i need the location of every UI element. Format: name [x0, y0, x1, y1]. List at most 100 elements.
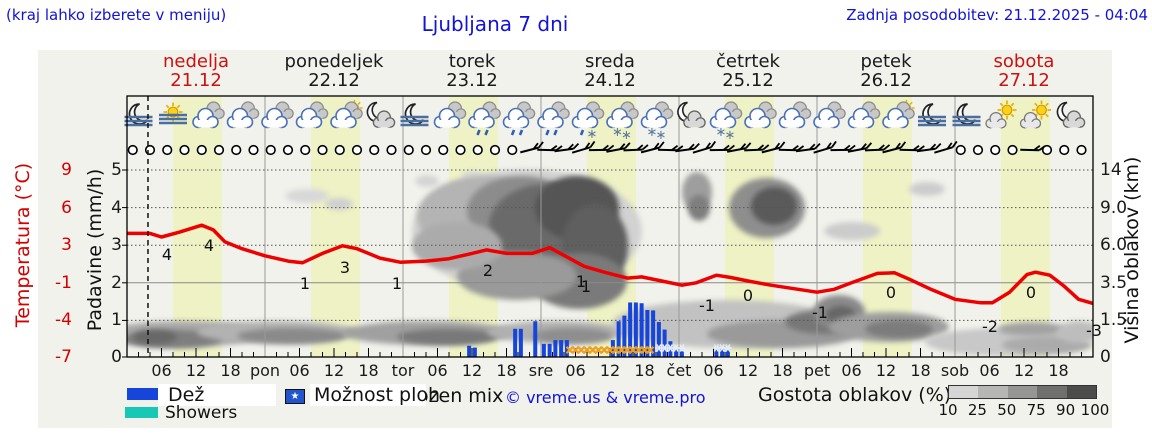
- wind-calm-icon: [265, 144, 276, 156]
- wind-barb-icon: [934, 140, 958, 154]
- axis-tick-label: 0: [1100, 347, 1111, 367]
- wind-calm-icon: [990, 144, 1001, 156]
- hour-label: 06: [427, 361, 448, 380]
- hour-label: 06: [841, 361, 862, 380]
- legend-showers-label: Showers: [165, 403, 238, 423]
- wind-calm-icon: [1041, 144, 1053, 156]
- wind-barb-icon: [589, 144, 615, 152]
- density-tick-label: 25: [967, 401, 987, 419]
- svg-text:∗: ∗: [621, 128, 632, 143]
- temperature-point-label: 0: [886, 283, 896, 302]
- wind-calm-icon: [972, 144, 984, 156]
- hour-label: sob: [940, 361, 970, 380]
- weather-icon: [778, 101, 812, 129]
- wind-barb-icon: [675, 143, 700, 153]
- hour-label: 18: [772, 361, 793, 380]
- weather-icon: [918, 103, 946, 127]
- day-date: 27.12: [998, 70, 1050, 91]
- wind-calm-icon: [955, 144, 966, 156]
- temperature-point-label: 1: [576, 272, 586, 291]
- wind-barb-icon: [709, 144, 735, 152]
- weather-icon: [502, 101, 536, 136]
- wind-calm-icon: [282, 144, 294, 156]
- hour-label: 06: [289, 361, 310, 380]
- cloud-density-shading: [127, 169, 1093, 356]
- last-update-label: Zadnja posodobitev: 21.12.2025 - 04:04: [846, 6, 1148, 24]
- rain-label-box: [158, 384, 276, 406]
- daylight-band: [311, 96, 360, 357]
- density-swatch: [978, 386, 1008, 398]
- copyright-link[interactable]: © vreme.us & vreme.pro: [505, 388, 706, 407]
- showers-swatch: [125, 407, 158, 418]
- weather-icon: [192, 101, 225, 129]
- hour-label: 18: [1048, 361, 1069, 380]
- temperature-point-label: 4: [162, 245, 172, 264]
- weather-icon: [952, 103, 981, 127]
- day-header: petek 26.12: [816, 52, 956, 90]
- weather-icon: [366, 101, 396, 128]
- wind-calm-icon: [162, 144, 173, 156]
- temperature-point-label: -1: [699, 296, 715, 315]
- day-name: torek: [448, 51, 496, 72]
- wind-calm-icon: [489, 144, 501, 156]
- page-title: Ljubljana 7 dni: [421, 12, 569, 36]
- hour-label: čet: [666, 361, 692, 380]
- axis-tick-label: 6.0: [1100, 235, 1128, 256]
- hour-label: 18: [634, 361, 655, 380]
- shower-x-marks: [565, 346, 655, 354]
- density-swatch: [949, 386, 979, 398]
- wind-barb-icon: [778, 145, 805, 152]
- wind-calm-icon: [300, 144, 311, 156]
- weather-icon: [537, 101, 570, 136]
- hour-label: 06: [565, 361, 586, 380]
- wind-barb-icon: [882, 141, 907, 154]
- wind-calm-icon: [455, 144, 466, 156]
- wind-calm-icon: [196, 144, 207, 156]
- day-date: 26.12: [860, 70, 912, 91]
- density-tick-label: 100: [1080, 401, 1110, 419]
- weather-icon: [226, 101, 260, 129]
- weather-icon: [1056, 101, 1086, 128]
- wind-barb-icon: [554, 143, 580, 153]
- temperature-point-label: 1: [300, 274, 310, 293]
- axis-tick-label: 5: [111, 160, 122, 180]
- wind-barb-icon: [571, 140, 596, 154]
- wind-calm-icon: [369, 144, 380, 156]
- wind-calm-icon: [438, 144, 449, 156]
- hour-label: tor: [391, 361, 415, 380]
- wind-barb-icon: [657, 145, 684, 152]
- weather-icon: [330, 99, 363, 129]
- hour-label: 12: [461, 361, 483, 380]
- axis-tick-label: 3: [61, 235, 72, 256]
- temperature-point-label: 4: [204, 236, 214, 255]
- location-hint-note: (kraj lahko izberete v meniju): [6, 6, 227, 24]
- wind-barb-icon: [744, 144, 770, 152]
- temperature-point-label: 0: [1026, 283, 1036, 302]
- wind-calm-icon: [334, 144, 345, 156]
- weather-icon: [468, 101, 501, 136]
- wind-calm-icon: [403, 144, 414, 156]
- weather-icon: [882, 99, 915, 129]
- hour-label: 06: [151, 361, 172, 380]
- wind-calm-icon: [472, 144, 483, 156]
- day-name: sreda: [585, 51, 635, 72]
- svg-text:∗: ∗: [656, 128, 667, 143]
- axis-tick-label: 1: [111, 310, 122, 331]
- svg-text:∗: ∗: [716, 125, 727, 140]
- weather-icon: [433, 101, 467, 129]
- legend-rain-label: Dež: [168, 384, 205, 406]
- day-date: 21.12: [170, 70, 222, 91]
- wind-calm-icon: [213, 144, 225, 156]
- svg-text:∗: ∗: [725, 128, 736, 143]
- wind-calm-icon: [248, 144, 259, 156]
- day-header: sobota 27.12: [954, 52, 1094, 90]
- star-icon: ★: [285, 389, 305, 404]
- density-swatch: [1007, 386, 1038, 398]
- svg-text:∗: ∗: [612, 125, 623, 140]
- meteogram-plot: 4 4 1 3 1 2 1 1 -1 0 -1 0 -2 0 -3 ∗ ∗ ∗ ∗ ∗ ∗ ∗: [122, 95, 1102, 358]
- axis-tick-label: 1.5: [1100, 310, 1128, 331]
- axis-tick-label: -4: [55, 310, 72, 331]
- axis-tick-label: 6: [61, 197, 72, 218]
